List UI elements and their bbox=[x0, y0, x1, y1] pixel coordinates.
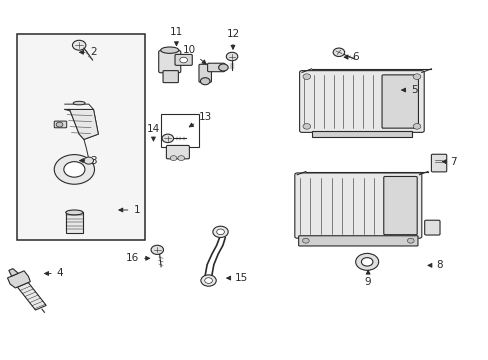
Text: 1: 1 bbox=[119, 205, 140, 215]
FancyBboxPatch shape bbox=[166, 145, 189, 159]
Text: 8: 8 bbox=[427, 260, 442, 270]
Circle shape bbox=[303, 74, 310, 80]
FancyBboxPatch shape bbox=[199, 64, 211, 82]
Polygon shape bbox=[18, 283, 46, 310]
Circle shape bbox=[412, 74, 420, 80]
Circle shape bbox=[56, 122, 63, 127]
FancyBboxPatch shape bbox=[294, 173, 421, 238]
Bar bbox=[17, 33, 145, 240]
FancyBboxPatch shape bbox=[175, 54, 192, 66]
Bar bbox=[65, 212, 83, 233]
Circle shape bbox=[84, 157, 93, 164]
Circle shape bbox=[162, 134, 173, 143]
Bar bbox=[160, 114, 199, 147]
Circle shape bbox=[212, 226, 228, 238]
Polygon shape bbox=[9, 269, 18, 276]
Circle shape bbox=[218, 64, 228, 71]
Circle shape bbox=[412, 123, 420, 129]
Bar bbox=[311, 131, 411, 137]
Circle shape bbox=[303, 123, 310, 129]
Circle shape bbox=[361, 258, 372, 266]
Text: 4: 4 bbox=[44, 269, 63, 279]
FancyBboxPatch shape bbox=[163, 71, 178, 83]
FancyBboxPatch shape bbox=[299, 71, 424, 132]
Text: 15: 15 bbox=[226, 273, 247, 283]
Text: 16: 16 bbox=[125, 253, 149, 263]
Polygon shape bbox=[7, 271, 30, 288]
Circle shape bbox=[216, 229, 224, 235]
Circle shape bbox=[302, 238, 308, 243]
Circle shape bbox=[355, 253, 378, 270]
FancyBboxPatch shape bbox=[54, 121, 66, 128]
FancyBboxPatch shape bbox=[207, 63, 224, 72]
Ellipse shape bbox=[73, 101, 85, 105]
Text: 10: 10 bbox=[182, 45, 206, 64]
FancyBboxPatch shape bbox=[383, 176, 416, 235]
Circle shape bbox=[170, 156, 177, 161]
Text: 11: 11 bbox=[169, 27, 183, 46]
Circle shape bbox=[332, 48, 344, 57]
Text: 12: 12 bbox=[226, 29, 239, 49]
Text: 5: 5 bbox=[401, 85, 417, 95]
Circle shape bbox=[226, 52, 237, 61]
Circle shape bbox=[407, 238, 413, 243]
Circle shape bbox=[201, 275, 216, 286]
Circle shape bbox=[180, 57, 187, 63]
Circle shape bbox=[54, 154, 94, 184]
Circle shape bbox=[200, 78, 209, 85]
FancyBboxPatch shape bbox=[424, 220, 439, 235]
Text: 14: 14 bbox=[146, 124, 160, 141]
Text: 13: 13 bbox=[189, 112, 212, 127]
Circle shape bbox=[72, 40, 86, 50]
Circle shape bbox=[178, 156, 184, 161]
Text: 9: 9 bbox=[364, 270, 371, 287]
FancyBboxPatch shape bbox=[159, 50, 181, 73]
Polygon shape bbox=[64, 109, 98, 139]
Circle shape bbox=[204, 278, 212, 283]
FancyBboxPatch shape bbox=[381, 75, 418, 128]
Text: 3: 3 bbox=[80, 156, 97, 166]
Ellipse shape bbox=[160, 47, 179, 53]
FancyBboxPatch shape bbox=[430, 154, 446, 172]
Ellipse shape bbox=[65, 210, 83, 215]
Text: 6: 6 bbox=[344, 52, 358, 62]
Circle shape bbox=[64, 162, 85, 177]
Text: 2: 2 bbox=[80, 47, 97, 57]
Circle shape bbox=[151, 245, 163, 255]
FancyBboxPatch shape bbox=[298, 236, 417, 246]
Text: 7: 7 bbox=[442, 157, 456, 167]
